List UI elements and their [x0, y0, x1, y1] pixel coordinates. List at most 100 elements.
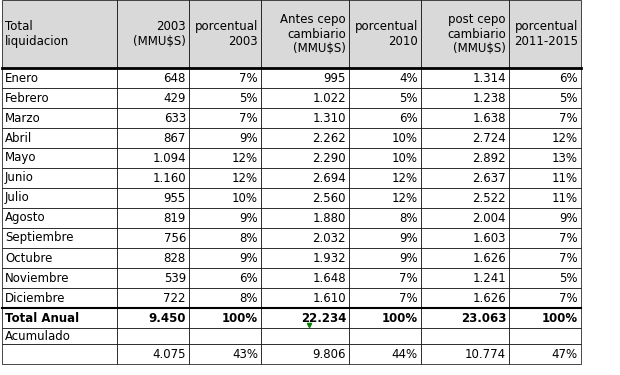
- Bar: [117, 188, 189, 208]
- Text: 429: 429: [164, 92, 186, 105]
- Bar: [189, 0, 261, 68]
- Bar: [261, 88, 349, 108]
- Text: 756: 756: [164, 231, 186, 244]
- Text: 7%: 7%: [239, 111, 258, 125]
- Bar: [509, 288, 581, 308]
- Bar: [261, 0, 349, 68]
- Bar: [2, 128, 117, 148]
- Text: 2.560: 2.560: [312, 192, 346, 204]
- Bar: [261, 344, 349, 364]
- Bar: [2, 208, 117, 228]
- Bar: [509, 168, 581, 188]
- Bar: [117, 268, 189, 288]
- Text: 633: 633: [164, 111, 186, 125]
- Text: 1.094: 1.094: [153, 152, 186, 165]
- Text: 6%: 6%: [399, 111, 418, 125]
- Bar: [261, 188, 349, 208]
- Bar: [421, 88, 509, 108]
- Bar: [2, 268, 117, 288]
- Bar: [349, 188, 421, 208]
- Bar: [421, 228, 509, 248]
- Text: Febrero: Febrero: [5, 92, 50, 105]
- Bar: [117, 328, 189, 344]
- Text: 2.004: 2.004: [472, 211, 506, 225]
- Bar: [189, 68, 261, 88]
- Bar: [349, 268, 421, 288]
- Bar: [261, 308, 349, 328]
- Text: 2.032: 2.032: [312, 231, 346, 244]
- Text: 10%: 10%: [392, 132, 418, 144]
- Text: Abril: Abril: [5, 132, 32, 144]
- Bar: [189, 288, 261, 308]
- Bar: [2, 68, 117, 88]
- Bar: [261, 208, 349, 228]
- Bar: [117, 288, 189, 308]
- Text: 828: 828: [164, 252, 186, 264]
- Bar: [117, 308, 189, 328]
- Text: 9%: 9%: [399, 252, 418, 264]
- Text: post cepo
cambiario
(MMU$S): post cepo cambiario (MMU$S): [447, 12, 506, 56]
- Text: 6%: 6%: [239, 272, 258, 285]
- Bar: [509, 208, 581, 228]
- Text: porcentual
2010: porcentual 2010: [355, 20, 418, 48]
- Bar: [117, 68, 189, 88]
- Text: 1.160: 1.160: [153, 171, 186, 184]
- Text: 10%: 10%: [232, 192, 258, 204]
- Bar: [509, 148, 581, 168]
- Text: 9.450: 9.450: [149, 312, 186, 324]
- Text: 8%: 8%: [399, 211, 418, 225]
- Text: 11%: 11%: [552, 192, 578, 204]
- Text: 1.638: 1.638: [472, 111, 506, 125]
- Text: 12%: 12%: [392, 171, 418, 184]
- Text: Enero: Enero: [5, 72, 39, 84]
- Text: 7%: 7%: [399, 291, 418, 304]
- Bar: [2, 308, 117, 328]
- Bar: [509, 88, 581, 108]
- Text: 1.610: 1.610: [312, 291, 346, 304]
- Text: 12%: 12%: [232, 171, 258, 184]
- Bar: [117, 88, 189, 108]
- Bar: [421, 188, 509, 208]
- Text: 539: 539: [164, 272, 186, 285]
- Text: Total
liquidacion: Total liquidacion: [5, 20, 69, 48]
- Bar: [509, 108, 581, 128]
- Text: 2.637: 2.637: [472, 171, 506, 184]
- Text: porcentual
2003: porcentual 2003: [195, 20, 258, 48]
- Bar: [189, 188, 261, 208]
- Text: Marzo: Marzo: [5, 111, 41, 125]
- Text: 5%: 5%: [399, 92, 418, 105]
- Bar: [2, 344, 117, 364]
- Bar: [2, 148, 117, 168]
- Text: 5%: 5%: [559, 92, 578, 105]
- Text: 100%: 100%: [542, 312, 578, 324]
- Bar: [421, 288, 509, 308]
- Text: 12%: 12%: [552, 132, 578, 144]
- Bar: [421, 248, 509, 268]
- Bar: [2, 0, 117, 68]
- Bar: [349, 0, 421, 68]
- Bar: [2, 88, 117, 108]
- Text: 9%: 9%: [239, 252, 258, 264]
- Bar: [509, 128, 581, 148]
- Text: Antes cepo
cambiario
(MMU$S): Antes cepo cambiario (MMU$S): [280, 12, 346, 56]
- Text: 7%: 7%: [559, 231, 578, 244]
- Bar: [349, 288, 421, 308]
- Text: 867: 867: [164, 132, 186, 144]
- Bar: [421, 344, 509, 364]
- Bar: [117, 228, 189, 248]
- Text: 10.774: 10.774: [465, 348, 506, 360]
- Text: 1.880: 1.880: [312, 211, 346, 225]
- Bar: [421, 0, 509, 68]
- Text: 44%: 44%: [392, 348, 418, 360]
- Text: 8%: 8%: [239, 231, 258, 244]
- Bar: [421, 108, 509, 128]
- Text: 23.063: 23.063: [461, 312, 506, 324]
- Text: 7%: 7%: [559, 252, 578, 264]
- Bar: [2, 248, 117, 268]
- Text: 9.806: 9.806: [312, 348, 346, 360]
- Text: 2.694: 2.694: [312, 171, 346, 184]
- Text: porcentual
2011-2015: porcentual 2011-2015: [514, 20, 578, 48]
- Bar: [421, 268, 509, 288]
- Bar: [349, 68, 421, 88]
- Bar: [509, 188, 581, 208]
